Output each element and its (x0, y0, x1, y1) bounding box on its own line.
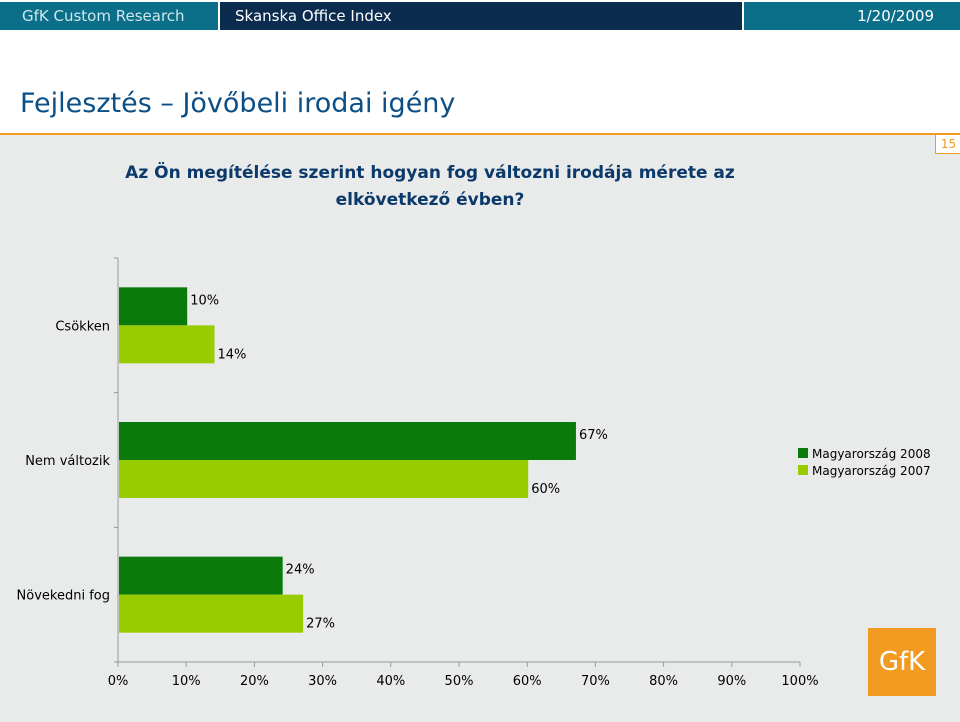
x-tick-label: 20% (240, 674, 269, 689)
bar (119, 422, 576, 460)
data-label: 27% (306, 617, 335, 632)
x-tick-label: 70% (581, 674, 610, 689)
x-tick-label: 30% (308, 674, 337, 689)
brand-label: GfK Custom Research (0, 2, 218, 30)
x-tick-label: 10% (172, 674, 201, 689)
question-line-2: elkövetkező évben? (335, 190, 525, 210)
gfk-logo: GfK (868, 628, 936, 696)
top-bar: GfK Custom Research Skanska Office Index… (0, 0, 960, 32)
report-date: 1/20/2009 (744, 2, 960, 30)
category-label: Növekedni fog (17, 589, 110, 604)
data-label: 60% (531, 482, 560, 497)
question-line-1: Az Ön megítélése szerint hogyan fog vált… (125, 163, 735, 183)
legend-label: Magyarország 2008 (812, 447, 931, 461)
legend-swatch (798, 448, 808, 458)
x-tick-label: 50% (445, 674, 474, 689)
bar (119, 325, 215, 364)
data-label: 14% (217, 347, 246, 362)
page-number: 15 (935, 134, 960, 154)
x-tick-label: 90% (717, 674, 746, 689)
x-tick-label: 60% (513, 674, 542, 689)
data-label: 24% (286, 563, 315, 578)
chart-question: Az Ön megítélése szerint hogyan fog vált… (120, 160, 740, 214)
bar (119, 460, 529, 498)
page-title: Fejlesztés – Jövőbeli irodai igény (20, 88, 456, 119)
x-tick-label: 100% (781, 674, 818, 689)
logo-text: GfK (878, 647, 926, 677)
x-tick-label: 0% (108, 674, 129, 689)
bar (119, 287, 188, 326)
legend-label: Magyarország 2007 (812, 464, 931, 478)
data-label: 10% (190, 293, 219, 308)
x-tick-label: 80% (649, 674, 678, 689)
x-tick-label: 40% (376, 674, 405, 689)
category-label: Csökken (55, 319, 110, 334)
category-label: Nem változik (25, 454, 110, 469)
report-title: Skanska Office Index (220, 2, 742, 30)
legend-swatch (798, 465, 808, 475)
data-label: 67% (579, 428, 608, 443)
bar (119, 594, 304, 633)
bar (119, 556, 283, 595)
